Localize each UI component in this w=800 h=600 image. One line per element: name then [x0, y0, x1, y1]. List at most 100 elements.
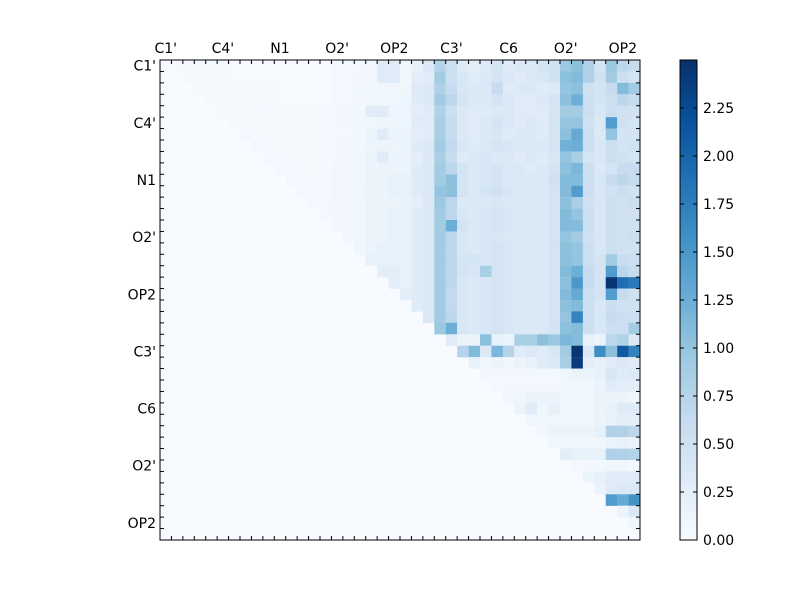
heatmap-cell	[560, 368, 572, 381]
heatmap-cell	[400, 162, 412, 175]
heatmap-cell	[342, 151, 355, 164]
heatmap-cell	[251, 105, 264, 118]
heatmap-cell	[491, 288, 504, 301]
heatmap-cell	[617, 242, 629, 255]
heatmap-cell	[457, 71, 469, 84]
heatmap-cell	[182, 71, 195, 84]
heatmap-cell	[308, 71, 321, 84]
heatmap-cell	[400, 277, 412, 289]
heatmap-cell	[457, 220, 469, 232]
heatmap-cell	[342, 140, 355, 152]
heatmap-cell	[274, 128, 286, 141]
heatmap-cell	[594, 151, 606, 164]
heatmap-cell	[388, 140, 401, 152]
heatmap-cell	[628, 82, 641, 95]
heatmap-cell	[377, 140, 389, 152]
heatmap-cell	[617, 402, 629, 415]
heatmap-cell	[537, 357, 549, 369]
heatmap-cell	[171, 60, 184, 72]
y-tick-label: C1'	[133, 59, 156, 75]
heatmap-cell	[468, 345, 481, 358]
heatmap-cell	[514, 254, 526, 266]
x-tick-label: C1'	[154, 41, 177, 57]
heatmap-cell	[571, 380, 584, 392]
heatmap-cell	[342, 71, 355, 84]
heatmap-cell	[445, 334, 458, 346]
heatmap-cell	[205, 71, 218, 84]
heatmap-cell	[445, 265, 458, 278]
heatmap-cell	[525, 140, 538, 152]
heatmap-cell	[457, 242, 469, 255]
heatmap-cell	[365, 162, 378, 175]
heatmap-cell	[617, 368, 629, 381]
heatmap-cell	[571, 117, 584, 129]
heatmap-cell	[560, 265, 572, 278]
heatmap-cell	[365, 117, 378, 129]
heatmap-cell	[514, 94, 526, 106]
heatmap-cell	[445, 311, 458, 324]
heatmap-cell	[525, 82, 538, 95]
heatmap-cell	[491, 368, 504, 381]
heatmap-cell	[628, 505, 641, 518]
heatmap-cell	[628, 231, 641, 244]
heatmap-cell	[274, 82, 286, 95]
heatmap-cell	[457, 322, 469, 335]
heatmap-cell	[274, 140, 286, 152]
heatmap-cell	[491, 128, 504, 141]
heatmap-cell	[548, 322, 561, 335]
heatmap-cell	[582, 425, 595, 438]
heatmap-cell	[605, 402, 618, 415]
heatmap-cell	[480, 231, 492, 244]
heatmap-cell	[251, 71, 264, 84]
heatmap-cell	[354, 60, 366, 72]
heatmap-cell	[617, 277, 629, 289]
heatmap-cell	[400, 94, 412, 106]
heatmap-cell	[525, 174, 538, 186]
heatmap-cell	[228, 71, 241, 84]
heatmap-cell	[468, 288, 481, 301]
heatmap-cell	[434, 117, 446, 129]
heatmap-cell	[262, 94, 275, 106]
heatmap-cell	[628, 482, 641, 495]
heatmap-cell	[491, 208, 504, 221]
heatmap-cell	[617, 162, 629, 175]
heatmap-cell	[617, 311, 629, 324]
heatmap-cell	[377, 105, 389, 118]
heatmap-cell	[457, 140, 469, 152]
heatmap-cell	[342, 105, 355, 118]
heatmap-cell	[445, 220, 458, 232]
heatmap-cell	[617, 140, 629, 152]
heatmap-cell	[262, 151, 275, 164]
heatmap-cell	[491, 265, 504, 278]
heatmap-cell	[365, 60, 378, 72]
heatmap-cell	[628, 368, 641, 381]
heatmap-cell	[457, 288, 469, 301]
heatmap-cell	[422, 174, 435, 186]
heatmap-cell	[525, 357, 538, 369]
heatmap-cell	[320, 117, 332, 129]
heatmap-cell	[571, 311, 584, 324]
heatmap-cell	[434, 311, 446, 324]
heatmap-cell	[468, 71, 481, 84]
heatmap-cell	[445, 322, 458, 335]
heatmap-cell	[388, 265, 401, 278]
heatmap-cell	[605, 105, 618, 118]
heatmap-cell	[377, 71, 389, 84]
heatmap-cell	[480, 242, 492, 255]
heatmap-cell	[342, 82, 355, 95]
heatmap-cell	[400, 288, 412, 301]
heatmap-cell	[434, 174, 446, 186]
heatmap-cell	[605, 448, 618, 461]
heatmap-cell	[537, 60, 549, 72]
heatmap-cell	[422, 288, 435, 301]
heatmap-cell	[342, 231, 355, 244]
heatmap-cell	[297, 105, 309, 118]
heatmap-cell	[514, 185, 526, 198]
heatmap-cell	[502, 71, 515, 84]
heatmap-cell	[594, 94, 606, 106]
heatmap-cell	[262, 105, 275, 118]
heatmap-cell	[308, 94, 321, 106]
heatmap-cell	[445, 162, 458, 175]
heatmap-cell	[525, 242, 538, 255]
heatmap-cell	[582, 151, 595, 164]
